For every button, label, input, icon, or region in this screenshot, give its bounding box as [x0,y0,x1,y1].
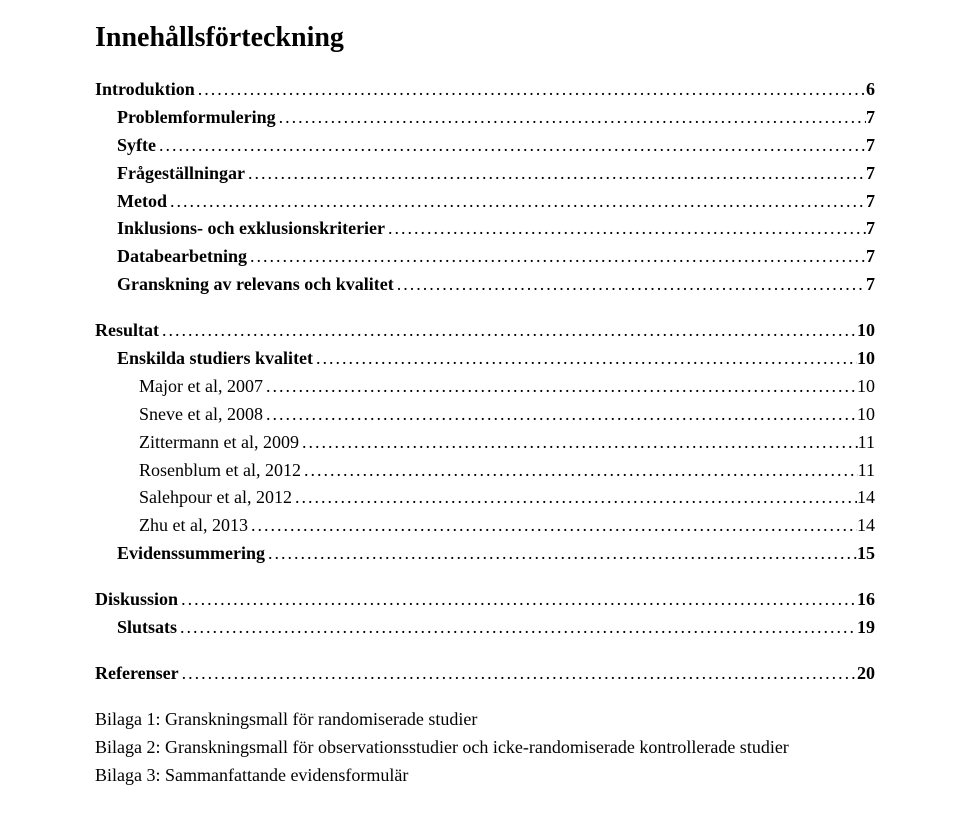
toc-label: Metod [117,188,167,216]
toc-label: Databearbetning [117,243,247,271]
toc-entry: Zittermann et al, 2009 11 [95,429,875,457]
toc-page-number: 7 [866,188,875,216]
appendix-list: Bilaga 1: Granskningsmall för randomiser… [95,706,875,790]
toc-container: Introduktion6Problemformulering7Syfte7Fr… [95,76,875,688]
toc-leader-dots [292,484,857,512]
toc-label: Enskilda studiers kvalitet [117,345,313,373]
toc-label: Diskussion [95,586,178,614]
toc-label: Introduktion [95,76,195,104]
toc-entry: Metod 7 [95,188,875,216]
toc-page-number: 7 [866,215,875,243]
toc-leader-dots [179,660,857,688]
toc-page-number: 14 [857,512,875,540]
toc-page-number: 16 [857,586,875,614]
page-title: Innehållsförteckning [95,22,875,54]
toc-page-number: 10 [857,345,875,373]
toc-entry: Zhu et al, 2013 14 [95,512,875,540]
toc-group: Resultat10Enskilda studiers kvalitet10Ma… [95,317,875,568]
toc-page-number: 6 [866,76,875,104]
toc-leader-dots [313,345,857,373]
toc-entry: Resultat 10 [95,317,875,345]
toc-page-number: 15 [857,540,875,568]
appendix-line: Bilaga 3: Sammanfattande evidensformulär [95,762,875,790]
toc-label: Salehpour et al, 2012 [139,484,292,512]
toc-label: Resultat [95,317,159,345]
toc-entry: Sneve et al, 2008 10 [95,401,875,429]
toc-page-number: 14 [857,484,875,512]
toc-label: Sneve et al, 2008 [139,401,263,429]
toc-label: Problemformulering [117,104,276,132]
toc-leader-dots [263,401,857,429]
appendix-line: Bilaga 1: Granskningsmall för randomiser… [95,706,875,734]
toc-page-number: 7 [866,104,875,132]
toc-entry: Referenser 20 [95,660,875,688]
toc-leader-dots [301,457,858,485]
toc-entry: Introduktion 6 [95,76,875,104]
toc-leader-dots [245,160,866,188]
toc-entry: Frågeställningar 7 [95,160,875,188]
toc-page-number: 11 [858,429,875,457]
toc-leader-dots [385,215,866,243]
toc-leader-dots [276,104,866,132]
toc-page-number: 7 [866,132,875,160]
toc-leader-dots [394,271,866,299]
toc-leader-dots [159,317,857,345]
toc-entry: Granskning av relevans och kvalitet 7 [95,271,875,299]
toc-label: Zhu et al, 2013 [139,512,248,540]
toc-leader-dots [167,188,866,216]
toc-page-number: 10 [857,317,875,345]
toc-entry: Major et al, 2007 10 [95,373,875,401]
toc-leader-dots [177,614,857,642]
appendix-line: Bilaga 2: Granskningsmall för observatio… [95,734,875,762]
toc-group: Referenser 20 [95,660,875,688]
toc-label: Major et al, 2007 [139,373,263,401]
toc-entry: Problemformulering 7 [95,104,875,132]
toc-label: Slutsats [117,614,177,642]
toc-entry: Rosenblum et al, 2012 11 [95,457,875,485]
toc-label: Granskning av relevans och kvalitet [117,271,394,299]
toc-entry: Evidenssummering 15 [95,540,875,568]
toc-page-number: 11 [858,457,875,485]
toc-page-number: 10 [857,401,875,429]
toc-entry: Slutsats 19 [95,614,875,642]
toc-group: Introduktion6Problemformulering7Syfte7Fr… [95,76,875,299]
toc-page-number: 10 [857,373,875,401]
toc-label: Referenser [95,660,179,688]
toc-label: Inklusions- och exklusionskriterier [117,215,385,243]
toc-page-number: 7 [866,271,875,299]
toc-entry: Salehpour et al, 2012 14 [95,484,875,512]
toc-label: Rosenblum et al, 2012 [139,457,301,485]
toc-entry: Syfte 7 [95,132,875,160]
toc-entry: Enskilda studiers kvalitet 10 [95,345,875,373]
toc-leader-dots [248,512,857,540]
toc-leader-dots [247,243,866,271]
toc-entry: Diskussion 16 [95,586,875,614]
toc-leader-dots [156,132,866,160]
toc-label: Zittermann et al, 2009 [139,429,299,457]
toc-label: Frågeställningar [117,160,245,188]
toc-leader-dots [195,76,866,104]
toc-entry: Databearbetning 7 [95,243,875,271]
toc-page-number: 20 [857,660,875,688]
toc-leader-dots [263,373,857,401]
toc-leader-dots [299,429,858,457]
toc-label: Syfte [117,132,156,160]
toc-group: Diskussion 16 Slutsats 19 [95,586,875,642]
toc-leader-dots [178,586,857,614]
toc-leader-dots [265,540,857,568]
toc-page-number: 7 [866,160,875,188]
toc-page-number: 7 [866,243,875,271]
toc-page-number: 19 [857,614,875,642]
toc-entry: Inklusions- och exklusionskriterier 7 [95,215,875,243]
toc-label: Evidenssummering [117,540,265,568]
